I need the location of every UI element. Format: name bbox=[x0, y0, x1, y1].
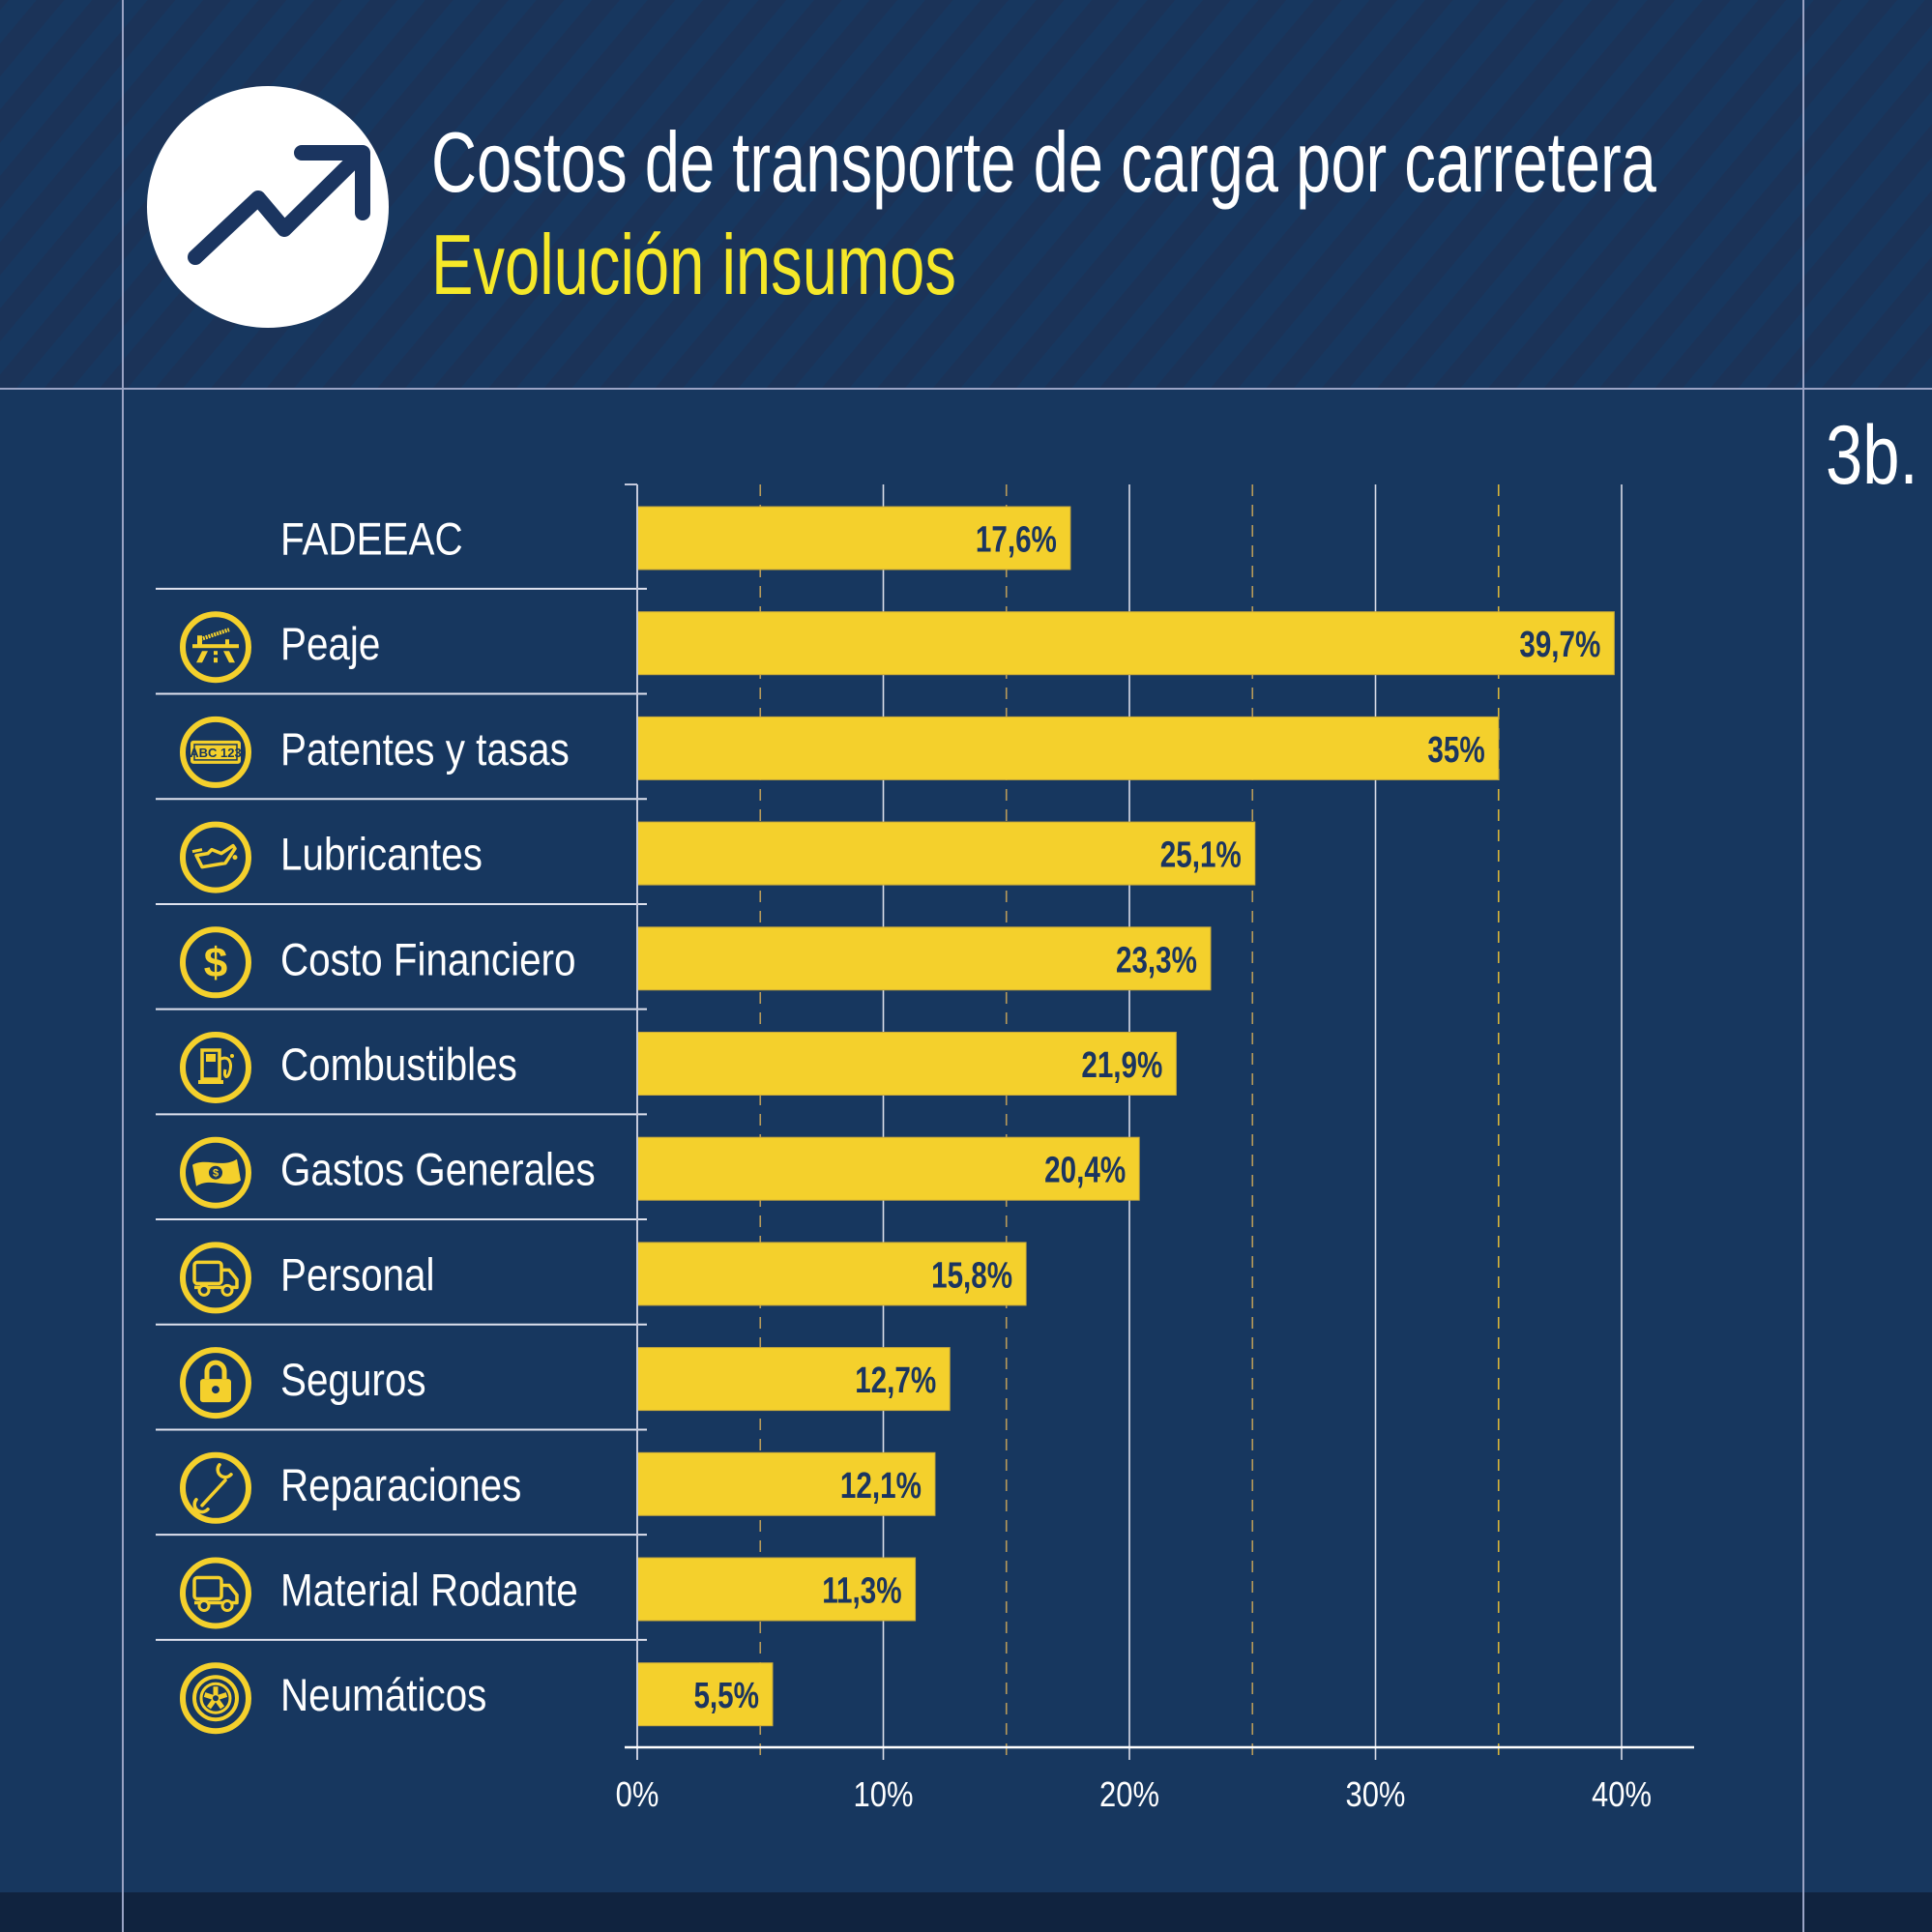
bar bbox=[636, 1347, 951, 1412]
x-tick-label: 20% bbox=[1099, 1776, 1159, 1815]
value-label: 35% bbox=[1427, 729, 1484, 770]
bar bbox=[636, 506, 1071, 571]
x-tick-label: 30% bbox=[1346, 1776, 1406, 1815]
svg-text:$: $ bbox=[204, 939, 227, 986]
category-label: Peaje bbox=[280, 619, 380, 670]
chart-subtitle: Evolución insumos bbox=[431, 217, 956, 312]
padlock-icon bbox=[180, 1347, 251, 1420]
category-label: Material Rodante bbox=[280, 1566, 578, 1617]
footer-band bbox=[0, 1892, 1932, 1932]
category-label: Gastos Generales bbox=[280, 1145, 596, 1196]
svg-text:$: $ bbox=[213, 1168, 219, 1180]
bar bbox=[636, 821, 1256, 886]
value-label: 25,1% bbox=[1160, 834, 1242, 875]
frame-line-left bbox=[122, 0, 124, 1932]
banknote-icon: $ bbox=[180, 1136, 251, 1209]
value-label: 39,7% bbox=[1519, 625, 1600, 665]
bars: 17,6% 39,7% 35% 25,1% 23,3% 21,9% 20,4% 15,8% 12… bbox=[636, 506, 1615, 1727]
truck-icon bbox=[180, 1557, 251, 1629]
license-plate-icon: ABC 123 bbox=[180, 716, 251, 788]
bar bbox=[636, 1242, 1027, 1306]
x-tick-label: 40% bbox=[1592, 1776, 1652, 1815]
category-label: Reparaciones bbox=[280, 1460, 521, 1511]
license-plate-text: ABC 123 bbox=[190, 746, 241, 760]
row-dividers bbox=[156, 587, 647, 1641]
grid-lines bbox=[759, 484, 1623, 1760]
category-label: Neumáticos bbox=[280, 1670, 486, 1721]
category-label: Lubricantes bbox=[280, 830, 483, 881]
category-label: Personal bbox=[280, 1250, 435, 1302]
value-label: 20,4% bbox=[1044, 1150, 1126, 1190]
dollar-coin-icon: $ bbox=[180, 926, 251, 999]
x-axis: 0% 10% 20% 30% 40% bbox=[616, 483, 1694, 1815]
value-label: 5,5% bbox=[693, 1676, 759, 1716]
category-label: Patentes y tasas bbox=[280, 724, 570, 776]
bar bbox=[636, 1662, 774, 1727]
value-label: 21,9% bbox=[1081, 1045, 1162, 1086]
value-label: 17,6% bbox=[976, 519, 1057, 560]
toll-barrier-icon bbox=[180, 611, 251, 684]
category-labels: FADEEAC Peaje Patentes y tasas Lubricantes C… bbox=[280, 514, 596, 1721]
value-label: 15,8% bbox=[931, 1255, 1012, 1296]
category-label: Combustibles bbox=[280, 1039, 517, 1091]
bar bbox=[636, 716, 1500, 780]
fuel-pump-icon bbox=[180, 1032, 251, 1103]
bar bbox=[636, 926, 1212, 991]
truck-icon bbox=[180, 1242, 251, 1314]
category-label: Costo Financiero bbox=[280, 934, 576, 985]
category-label: Seguros bbox=[280, 1355, 426, 1406]
value-label: 23,3% bbox=[1116, 940, 1197, 981]
x-tick-label: 10% bbox=[854, 1776, 914, 1815]
category-label: FADEEAC bbox=[280, 514, 463, 566]
oil-can-icon bbox=[180, 821, 251, 893]
bar bbox=[636, 1557, 917, 1622]
trending-up-icon bbox=[147, 86, 389, 328]
page-number: 3b. bbox=[1826, 409, 1918, 502]
bar bbox=[636, 1136, 1140, 1201]
bar bbox=[636, 611, 1615, 676]
wrench-icon bbox=[180, 1451, 251, 1524]
value-label: 12,7% bbox=[855, 1361, 936, 1401]
value-label: 12,1% bbox=[840, 1465, 922, 1506]
value-label: 11,3% bbox=[822, 1570, 901, 1611]
category-icons: ABC 123 $ $ bbox=[180, 611, 251, 1735]
tire-icon bbox=[180, 1662, 251, 1735]
chart-title: Costos de transporte de carga por carret… bbox=[431, 114, 1656, 210]
frame-line-right bbox=[1802, 0, 1804, 1932]
x-tick-label: 0% bbox=[616, 1776, 659, 1815]
bar bbox=[636, 1451, 936, 1516]
header-divider bbox=[0, 388, 1932, 390]
